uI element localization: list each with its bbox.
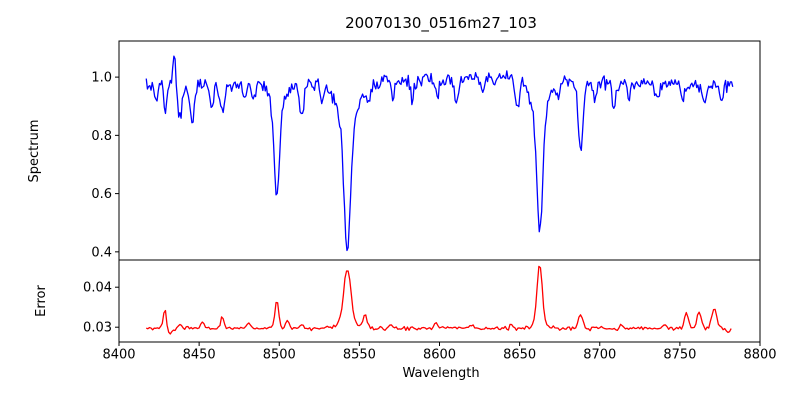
- x-tick-label: 8650: [503, 348, 536, 363]
- x-tick-label: 8600: [423, 348, 456, 363]
- x-tick-label: 8500: [263, 348, 296, 363]
- error-axes-frame: [118, 259, 761, 343]
- error-y-axis-label: Error: [34, 285, 49, 317]
- y-tick-label: 0.6: [91, 187, 112, 202]
- x-tick-label: 8800: [743, 348, 776, 363]
- y-tick-label: 0.04: [83, 281, 112, 296]
- error-line: [146, 265, 732, 335]
- x-tick-label: 8400: [102, 348, 135, 363]
- x-tick-label: 8450: [183, 348, 216, 363]
- chart-title: 20070130_0516m27_103: [345, 14, 537, 33]
- y-tick-label: 0.8: [91, 129, 112, 144]
- plot-area: 1.0 0.8 0.6 0.4 0.04 0.03 8400 8450 8500 8550 8600…: [83, 40, 777, 363]
- x-tick-label: 8550: [343, 348, 376, 363]
- spectrum-line: [145, 55, 734, 252]
- x-tick-label: 8700: [583, 348, 616, 363]
- x-axis-label: Wavelength: [402, 366, 479, 381]
- y-tick-label: 0.03: [83, 321, 112, 336]
- spectrum-y-axis-label: Spectrum: [27, 120, 42, 183]
- x-tick-label: 8750: [663, 348, 696, 363]
- y-tick-label: 0.4: [91, 245, 112, 260]
- spectrum-axes-frame: [118, 40, 761, 261]
- y-tick-label: 1.0: [91, 71, 112, 86]
